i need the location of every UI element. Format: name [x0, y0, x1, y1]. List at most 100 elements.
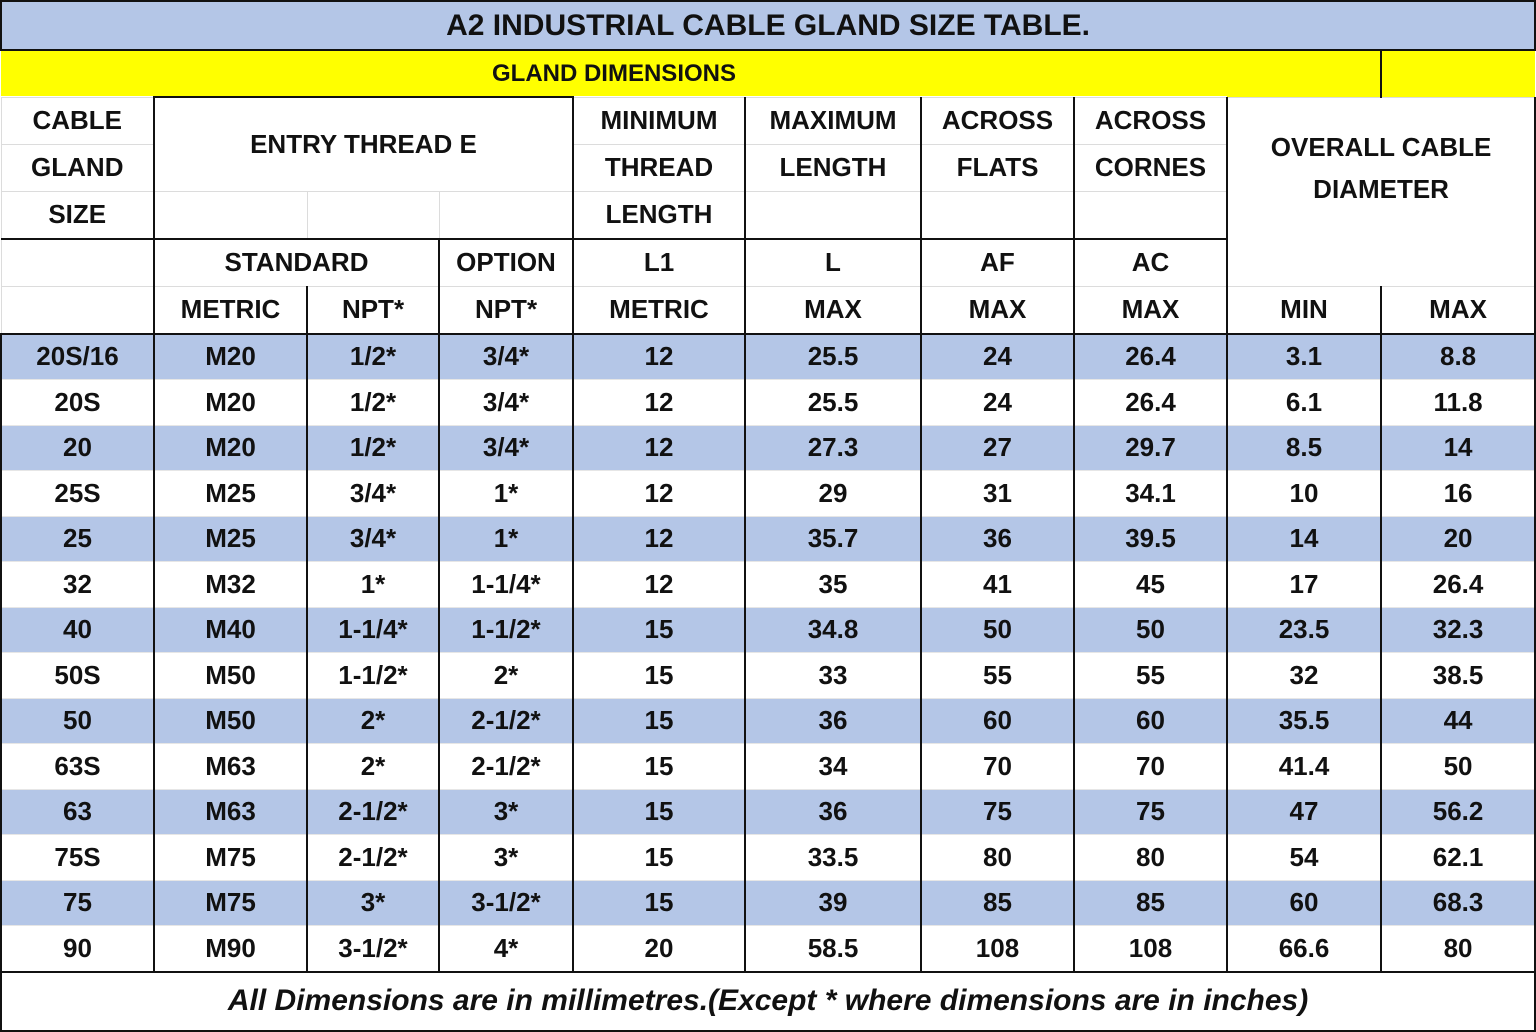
table-cell: M75 [153, 834, 308, 881]
table-row: 25 M25 3/4* 1* 12 35.7 36 39.5 14 20 [0, 515, 1536, 562]
table-cell: 66.6 [1226, 925, 1382, 972]
table-row: 63 M63 2-1/2* 3* 15 36 75 75 47 56.2 [0, 788, 1536, 835]
header-overall-2: DIAMETER [1313, 173, 1449, 204]
table-cell: 36 [744, 788, 922, 835]
table-cell: 15 [572, 743, 746, 790]
header-unit: MAX [1073, 285, 1228, 335]
table-cell: 60 [1073, 697, 1228, 744]
table-cell: 3/4* [306, 515, 440, 562]
table-cell: 70 [920, 743, 1075, 790]
header-size-2: GLAND [0, 143, 155, 192]
table-cell: 1-1/2* [306, 652, 440, 699]
footer-note: All Dimensions are in millimetres.(Excep… [0, 970, 1536, 1032]
header-unit: MIN [1226, 285, 1382, 335]
table-cell: 36 [744, 697, 922, 744]
table-cell: 54 [1226, 834, 1382, 881]
table-cell: M63 [153, 743, 308, 790]
table-cell: 1* [438, 470, 574, 517]
table-cell: 3/4* [438, 424, 574, 471]
empty-cell [0, 238, 155, 287]
table-row: 20S M20 1/2* 3/4* 12 25.5 24 26.4 6.1 11.8 [0, 379, 1536, 426]
table-cell: 31 [920, 470, 1075, 517]
table-cell: 14 [1226, 515, 1382, 562]
table-cell: 33.5 [744, 834, 922, 881]
table-cell: 25.5 [744, 379, 922, 426]
section-cell [1379, 49, 1536, 98]
table-cell: 55 [1073, 652, 1228, 699]
header-code-l: L [744, 238, 922, 287]
table-cell: 12 [572, 333, 746, 380]
header-overall-1: OVERALL CABLE [1270, 131, 1492, 162]
table-cell: 75 [920, 788, 1075, 835]
table-cell: M20 [153, 424, 308, 471]
header-af-1: ACROSS [920, 96, 1075, 145]
table-cell: 3/4* [438, 333, 574, 380]
table-cell: 8.8 [1379, 333, 1536, 380]
table-cell: 50 [920, 606, 1075, 653]
header-min-thread-2: THREAD [572, 143, 746, 192]
table-cell: M40 [153, 606, 308, 653]
empty-cell [744, 190, 922, 240]
table-cell: 34.8 [744, 606, 922, 653]
table-cell: 3* [438, 834, 574, 881]
header-size-1: CABLE [0, 96, 155, 145]
table-cell: 10 [1226, 470, 1382, 517]
table-cell: 20S/16 [0, 333, 155, 380]
table-cell: 12 [572, 379, 746, 426]
empty-cell [306, 190, 440, 240]
table-cell: 1-1/4* [306, 606, 440, 653]
table-cell: 2-1/2* [306, 788, 440, 835]
header-standard: STANDARD [153, 238, 440, 287]
table-cell: 26.4 [1379, 561, 1536, 608]
section-cell [1227, 49, 1381, 98]
table-cell: 16 [1379, 470, 1536, 517]
empty-cell [1073, 190, 1228, 240]
table-cell: 23.5 [1226, 606, 1382, 653]
table-row: 75S M75 2-1/2* 3* 15 33.5 80 80 54 62.1 [0, 834, 1536, 881]
table-cell: 25S [0, 470, 155, 517]
table-cell: 3* [438, 788, 574, 835]
table-cell: 17 [1226, 561, 1382, 608]
header-code-l1: L1 [572, 238, 746, 287]
table-cell: 25 [0, 515, 155, 562]
table-cell: 1-1/2* [438, 606, 574, 653]
table-cell: 12 [572, 470, 746, 517]
table-cell: 12 [572, 424, 746, 471]
table-cell: 29 [744, 470, 922, 517]
table-cell: 45 [1073, 561, 1228, 608]
table-cell: M32 [153, 561, 308, 608]
table-cell: 32 [1226, 652, 1382, 699]
table-cell: 1/2* [306, 424, 440, 471]
table-cell: 44 [1379, 697, 1536, 744]
table-cell: M25 [153, 470, 308, 517]
table-cell: 41 [920, 561, 1075, 608]
header-code-ac: AC [1073, 238, 1228, 287]
table-cell: 26.4 [1073, 333, 1228, 380]
table-cell: 15 [572, 697, 746, 744]
empty-cell [0, 285, 155, 335]
table-cell: 70 [1073, 743, 1228, 790]
table-cell: 35 [744, 561, 922, 608]
header-unit: NPT* [438, 285, 574, 335]
header-option: OPTION [438, 238, 574, 287]
table-cell: 2-1/2* [438, 697, 574, 744]
table-cell: M63 [153, 788, 308, 835]
table-row: 20S/16 M20 1/2* 3/4* 12 25.5 24 26.4 3.1 8.8 [0, 333, 1536, 380]
table-cell: 47 [1226, 788, 1382, 835]
table-cell: 1/2* [306, 333, 440, 380]
header-size-3: SIZE [0, 190, 155, 240]
table-cell: 29.7 [1073, 424, 1228, 471]
table-cell: 20S [0, 379, 155, 426]
table-cell: M75 [153, 879, 308, 926]
table-cell: 2* [306, 697, 440, 744]
table-cell: 24 [920, 379, 1075, 426]
header-unit: MAX [920, 285, 1075, 335]
table-cell: 24 [920, 333, 1075, 380]
table-cell: 108 [920, 925, 1075, 972]
table-cell: 35.7 [744, 515, 922, 562]
table-row: 50S M50 1-1/2* 2* 15 33 55 55 32 38.5 [0, 652, 1536, 699]
table-cell: 27 [920, 424, 1075, 471]
table-cell: 15 [572, 834, 746, 881]
table-cell: 20 [1379, 515, 1536, 562]
